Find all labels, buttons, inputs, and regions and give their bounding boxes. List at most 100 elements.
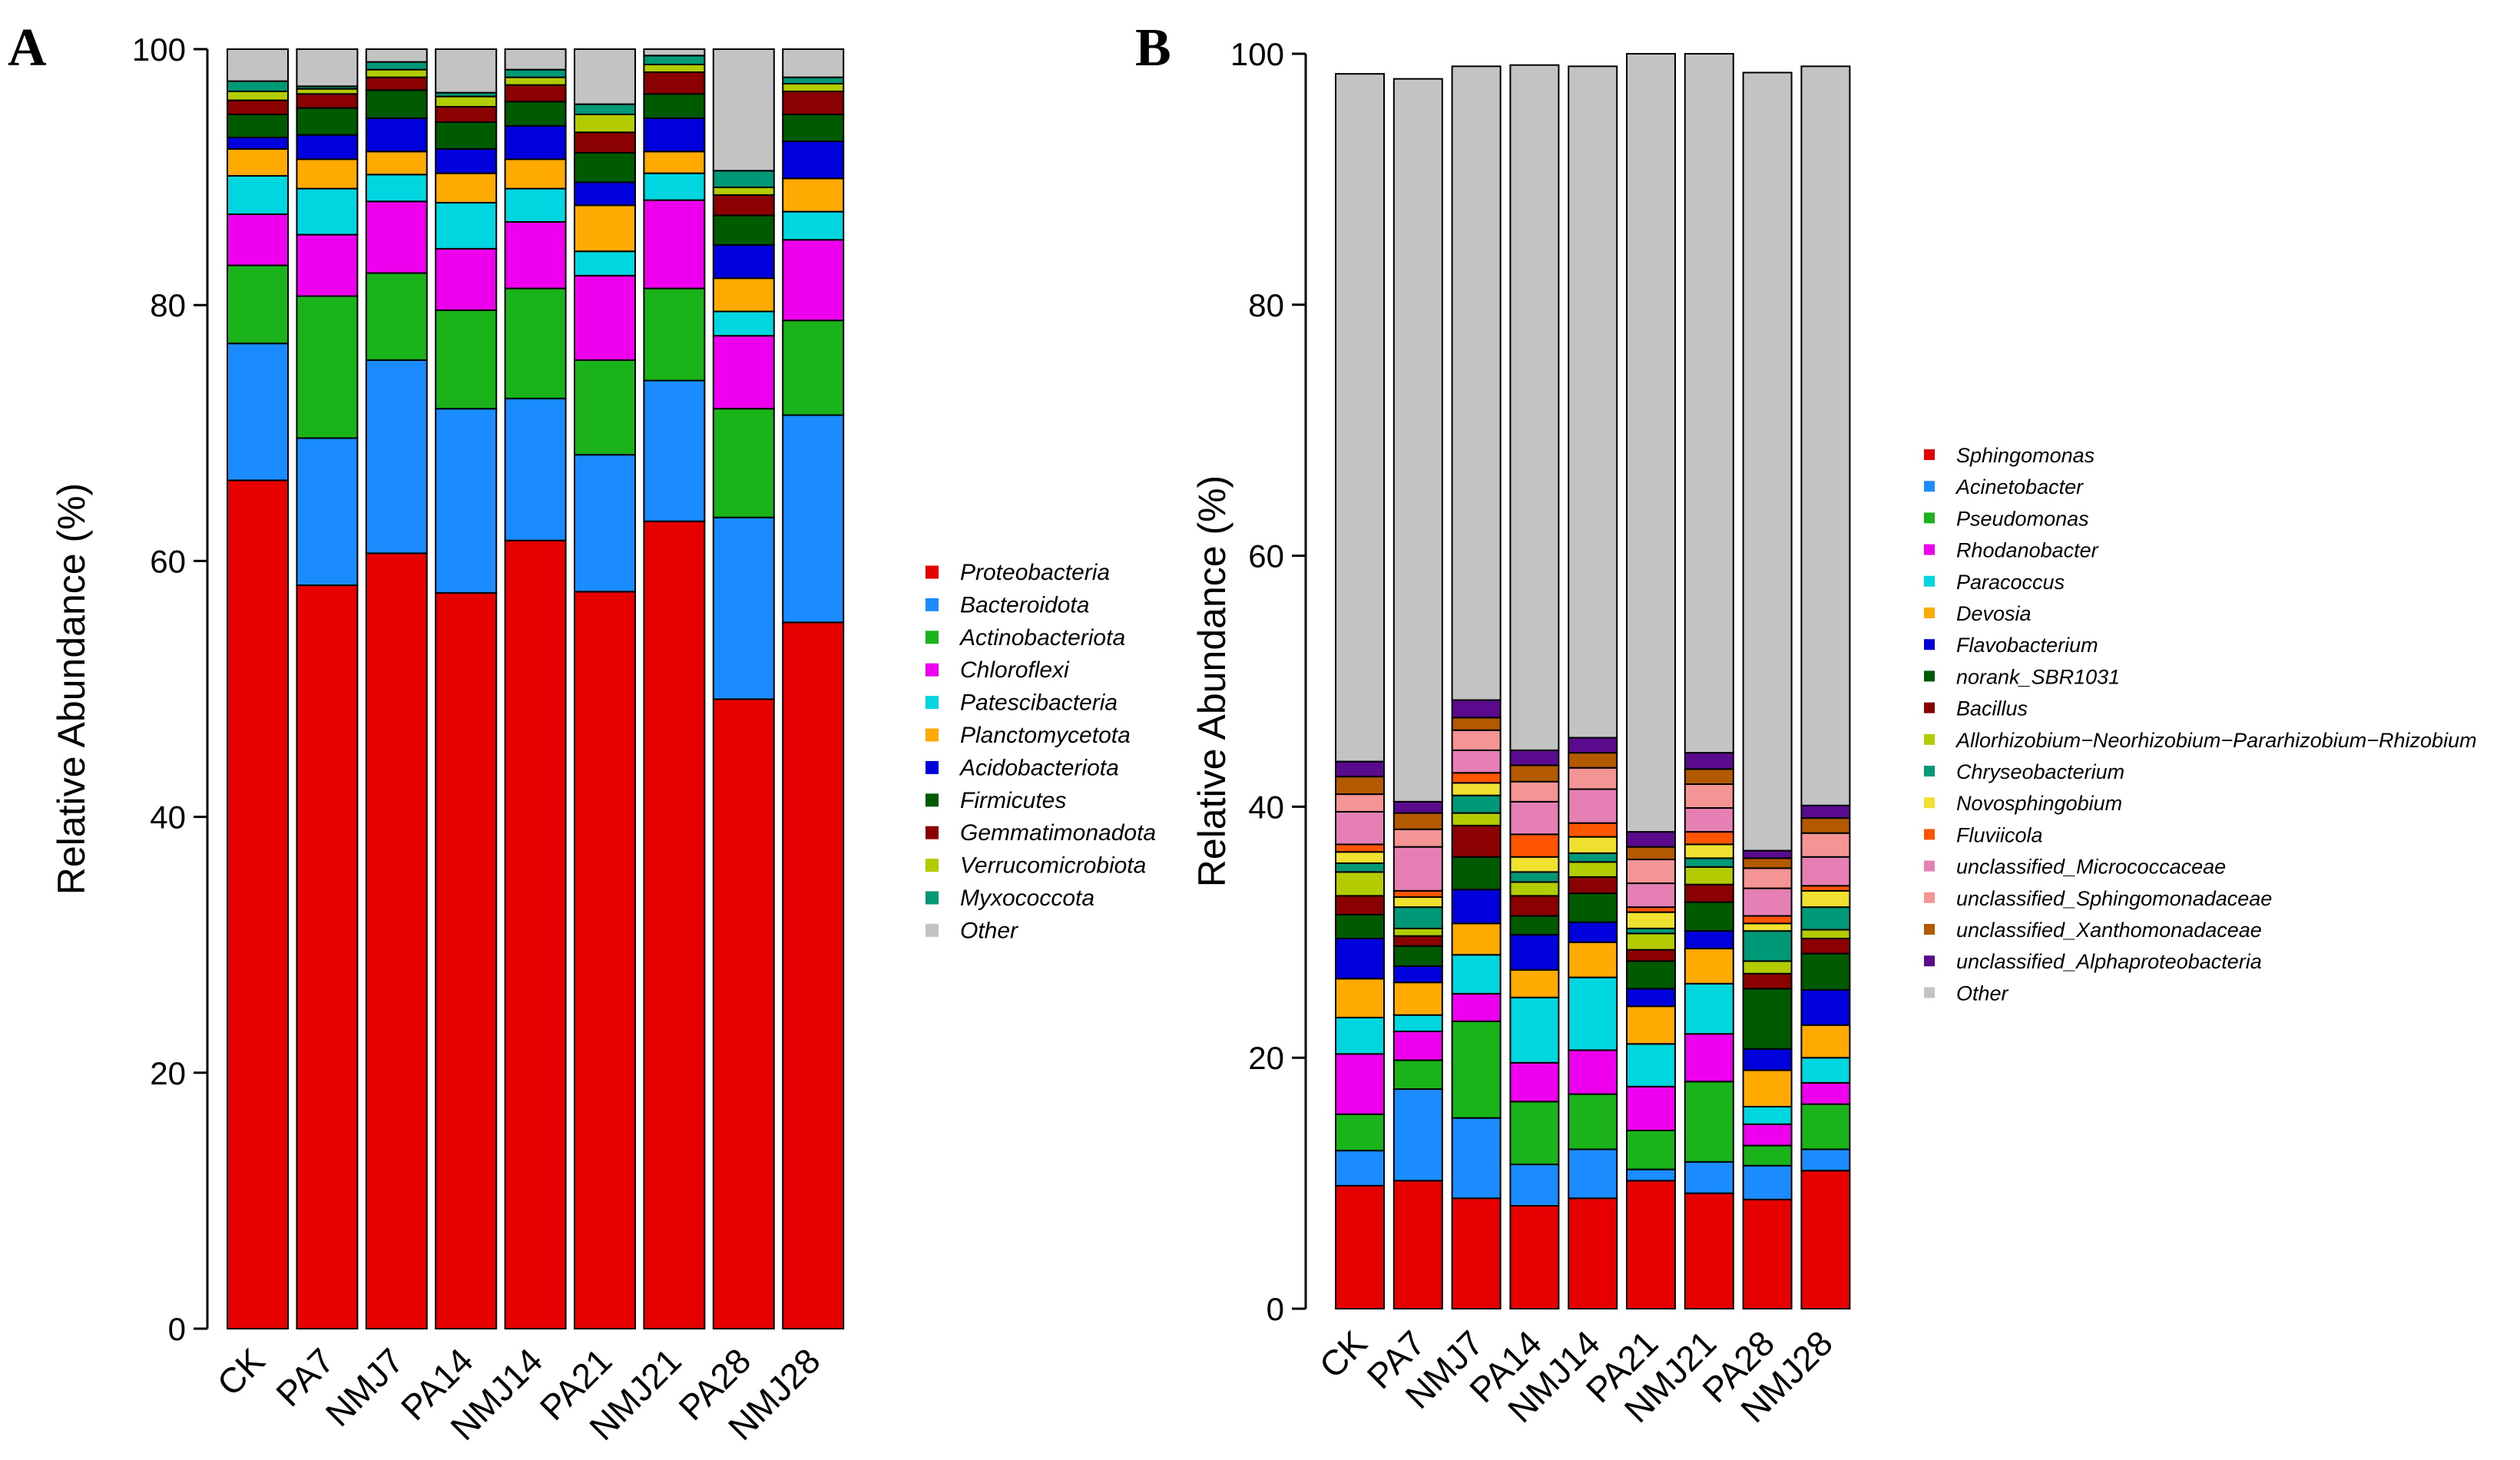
chart-b-bar-nmj28-acinetobacter: [1800, 1148, 1851, 1172]
chart-a-legend-label-planctomycetota: Planctomycetota: [960, 723, 1131, 748]
chart-a-bar-nmj7-firmicutes: [365, 89, 428, 119]
chart-b-bar-nmj7-unclassified-micrococcaceae: [1451, 749, 1502, 774]
chart-a-bar-pa14-patescibacteria: [435, 201, 498, 250]
chart-a-bar-pa28-firmicutes: [712, 214, 775, 246]
chart-a-legend-label-firmicutes: Firmicutes: [960, 788, 1066, 813]
chart-b-bar-nmj7-pseudomonas: [1451, 1020, 1502, 1119]
chart-b-bar-pa21-sphingomonas: [1626, 1180, 1676, 1310]
chart-b-bar-pa21-acinetobacter: [1626, 1168, 1676, 1182]
chart-a-bar-nmj7-proteobacteria: [365, 552, 428, 1329]
chart-a-bar-pa14-other: [435, 48, 498, 94]
chart-b-bar-nmj7-sphingomonas: [1451, 1197, 1502, 1310]
chart-b-bar-nmj28-paracoccus: [1800, 1057, 1851, 1084]
chart-b-bar-pa7-acinetobacter: [1392, 1088, 1443, 1182]
chart-b-legend-label-unclassified-xanthomonadaceae: unclassified_Xanthomonadaceae: [1956, 919, 2262, 942]
chart-a-legend-swatch-acidobacteriota: [926, 760, 939, 774]
chart-b-bar-pa14-unclassified-xanthomonadaceae: [1509, 764, 1560, 783]
chart-a-bar-pa28-myxococcota: [712, 170, 775, 188]
chart-b-bar-nmj7-unclassified-sphingomonadaceae: [1451, 729, 1502, 751]
chart-a-bar-ck-firmicutes: [227, 113, 289, 138]
chart-b-bar-pa21-rhodanobacter: [1626, 1085, 1676, 1131]
chart-a-legend-swatch-proteobacteria: [926, 565, 939, 579]
chart-b-legend-label-acinetobacter: Acinetobacter: [1955, 475, 2084, 498]
chart-b-bar-ck-unclassified-micrococcaceae: [1335, 810, 1385, 846]
chart-b-legend-label-devosia: Devosia: [1956, 602, 2032, 625]
chart-b-bar-pa28-novosphingobium: [1742, 922, 1793, 932]
chart-a-bar-pa28-chloroflexi: [712, 335, 775, 410]
chart-b-x-tick-label-ck: CK: [1312, 1323, 1375, 1386]
chart-a-bar-nmj14-gemmatimonadota: [504, 84, 567, 103]
chart-a-bar-nmj14-planctomycetota: [504, 158, 567, 190]
chart-a-bar-nmj28-patescibacteria: [782, 210, 845, 241]
chart-b-bar-pa28-pseudomonas: [1742, 1144, 1793, 1167]
chart-b-bar-pa7-allorhizobium-neorhizobium-pararhizobium-rhizobium: [1392, 927, 1443, 937]
chart-b-legend-swatch-norank-sbr1031: [1924, 670, 1935, 682]
chart-b-bar-nmj28-other: [1800, 65, 1851, 806]
chart-a-bar-nmj21-proteobacteria: [643, 520, 706, 1329]
chart-a-legend-label-other: Other: [960, 918, 1018, 943]
chart-b-bar-nmj14-unclassified-xanthomonadaceae: [1568, 752, 1618, 769]
chart-a-bar-nmj7-verrucomicrobiota: [365, 68, 428, 78]
chart-b-bar-pa21-pseudomonas: [1626, 1129, 1676, 1170]
chart-a-y-tick-label: 60: [150, 543, 186, 579]
chart-a-bar-pa28-other: [712, 48, 775, 172]
chart-a-bar-ck-gemmatimonadota: [227, 99, 289, 115]
chart-b-bar-pa28-acinetobacter: [1742, 1164, 1793, 1200]
chart-b-legend-swatch-unclassified-micrococcaceae: [1924, 860, 1935, 872]
chart-b-legend-swatch-unclassified-xanthomonadaceae: [1924, 924, 1935, 935]
chart-b-bar-pa21-unclassified-micrococcaceae: [1626, 882, 1676, 909]
chart-a-bar-nmj7-other: [365, 48, 428, 63]
chart-b-bar-pa21-unclassified-sphingomonadaceae: [1626, 859, 1676, 885]
chart-b-bar-nmj14-pseudomonas: [1568, 1093, 1618, 1150]
chart-b-bar-nmj14-norank-sbr1031: [1568, 892, 1618, 923]
chart-b-bar-pa14-other: [1509, 64, 1560, 751]
chart-a-bar-nmj7-patescibacteria: [365, 174, 428, 203]
chart-a-y-tick-label: 100: [132, 31, 186, 68]
chart-a-bar-pa21-proteobacteria: [574, 591, 636, 1329]
chart-b-legend-label-bacillus: Bacillus: [1956, 697, 2028, 720]
chart-b-bar-pa7-unclassified-micrococcaceae: [1392, 846, 1443, 892]
chart-a-bar-nmj14-verrucomicrobiota: [504, 76, 567, 86]
chart-a-bar-pa21-actinobacteriota: [574, 359, 636, 456]
chart-b-bar-nmj28-novosphingobium: [1800, 889, 1851, 909]
chart-a-bar-nmj21-bacteroidota: [643, 379, 706, 522]
chart-a-bar-ck-other: [227, 48, 289, 82]
chart-a-bar-pa7-gemmatimonadota: [296, 93, 359, 109]
chart-a-bar-nmj21-firmicutes: [643, 93, 706, 119]
chart-a-y-axis-title: Relative Abundance (%): [50, 483, 93, 895]
chart-a-bar-pa21-gemmatimonadota: [574, 131, 636, 154]
chart-a-legend-swatch-planctomycetota: [926, 728, 939, 742]
chart-a-bar-pa21-chloroflexi: [574, 274, 636, 361]
chart-a-bar-ck-planctomycetota: [227, 147, 289, 177]
chart-b-legend-swatch-flavobacterium: [1924, 639, 1935, 651]
chart-b-bar-pa28-norank-sbr1031: [1742, 988, 1793, 1050]
chart-a-bar-pa21-verrucomicrobiota: [574, 113, 636, 134]
chart-b-bar-pa21-allorhizobium-neorhizobium-pararhizobium-rhizobium: [1626, 932, 1676, 951]
chart-b-bar-nmj21-unclassified-sphingomonadaceae: [1684, 783, 1734, 809]
chart-b-y-axis-title: Relative Abundance (%): [1190, 475, 1234, 887]
chart-b-bar-nmj21-rhodanobacter: [1684, 1033, 1734, 1083]
chart-a-bar-pa7-firmicutes: [296, 107, 359, 136]
chart-b-bar-nmj7-norank-sbr1031: [1451, 856, 1502, 891]
chart-b-bar-pa28-fluviicola: [1742, 915, 1793, 925]
chart-a-bar-nmj21-other: [643, 48, 706, 57]
chart-b-legend-label-other: Other: [1956, 982, 2009, 1005]
chart-b-bar-nmj21-paracoccus: [1684, 982, 1734, 1035]
chart-a-bar-nmj14-proteobacteria: [504, 539, 567, 1329]
chart-b-legend-swatch-sphingomonas: [1924, 449, 1935, 460]
chart-b-bar-nmj21-bacillus: [1684, 883, 1734, 903]
chart-b-bar-pa21-bacillus: [1626, 949, 1676, 962]
chart-b-bar-pa28-unclassified-xanthomonadaceae: [1742, 857, 1793, 869]
chart-b-bar-ck-pseudomonas: [1335, 1113, 1385, 1152]
chart-b-bar-nmj28-rhodanobacter: [1800, 1081, 1851, 1105]
chart-b-bar-pa14-chryseobacterium: [1509, 871, 1560, 883]
chart-b-bar-pa14-fluviicola: [1509, 833, 1560, 858]
chart-b-legend-label-novosphingobium: Novosphingobium: [1956, 792, 2122, 815]
panel-label-a: A: [8, 18, 47, 78]
chart-b-bar-nmj7-bacillus: [1451, 824, 1502, 858]
chart-b-bar-nmj14-bacillus: [1568, 876, 1618, 895]
chart-a-bar-ck-proteobacteria: [227, 479, 289, 1329]
chart-b-bar-pa28-flavobacterium: [1742, 1048, 1793, 1071]
